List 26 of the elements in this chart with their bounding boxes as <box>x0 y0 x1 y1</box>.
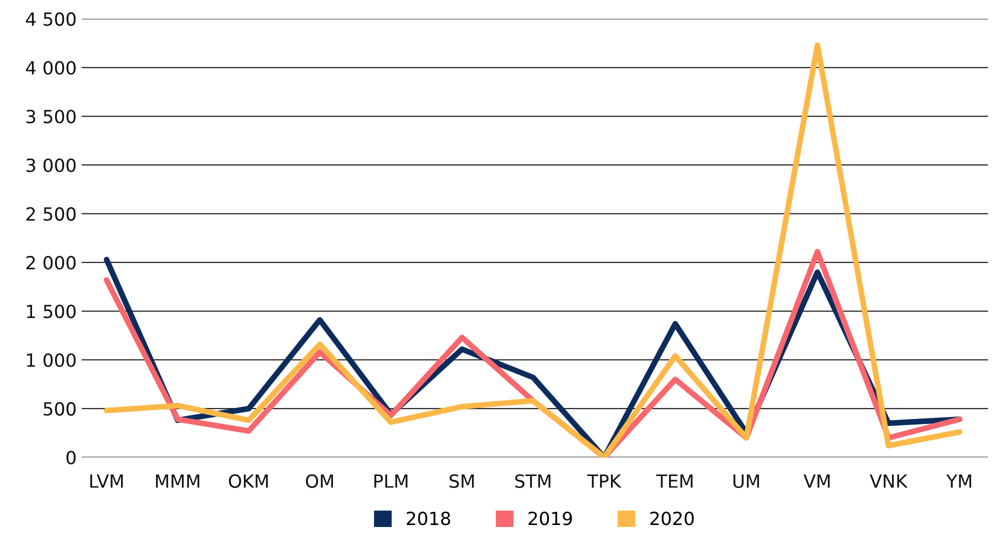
x-tick-label: MMM <box>156 474 200 488</box>
x-tick-label: YM <box>946 474 972 488</box>
x-tick-label: LVM <box>90 474 123 488</box>
x-tick-label: VNK <box>870 474 908 488</box>
y-tick-label: 4 500 <box>26 12 76 26</box>
x-tick-label: UM <box>734 474 759 488</box>
y-tick-label: 3 500 <box>26 110 76 124</box>
x-tick-label: VM <box>804 474 830 488</box>
y-tick-label: 4 000 <box>26 61 76 75</box>
legend-label: 2019 <box>528 512 572 526</box>
x-tick-label: STM <box>515 474 550 488</box>
y-tick-label: 2 000 <box>26 256 76 270</box>
y-tick-label: 0 <box>66 450 76 464</box>
legend-label: 2020 <box>650 512 694 526</box>
y-tick-label: 1 000 <box>27 353 76 367</box>
x-tick-label: TEM <box>656 474 692 488</box>
y-tick-label: 2 500 <box>26 207 76 221</box>
y-tick-label: 500 <box>44 402 76 416</box>
y-tick-label: 1 500 <box>27 304 76 318</box>
y-tick-label: 3 000 <box>26 158 76 172</box>
x-tick-label: PLM <box>374 474 408 488</box>
x-tick-label: OKM <box>228 474 268 488</box>
x-tick-label: OM <box>306 474 333 488</box>
legend-label: 2018 <box>406 512 450 526</box>
x-tick-label: TPK <box>587 474 622 488</box>
x-tick-label: SM <box>450 474 474 488</box>
